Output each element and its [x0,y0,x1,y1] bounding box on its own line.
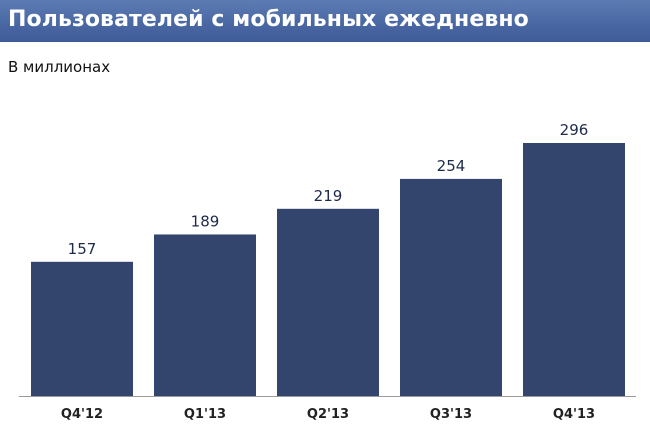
x-tick-label-3: Q2'13 [307,407,349,422]
bar-2 [154,234,256,396]
x-tick-label-2: Q1'13 [184,407,226,422]
title-bar: Пользователей с мобильных ежедневно [0,0,650,42]
chart-subtitle: В миллионах [8,58,111,76]
chart-title: Пользователей с мобильных ежедневно [8,7,529,32]
x-tick-label-4: Q3'13 [430,407,472,422]
data-label-2: 189 [191,212,220,230]
data-label-4: 254 [437,157,466,175]
data-label-1: 157 [68,240,97,258]
bar-3 [277,208,379,396]
bar-1 [31,261,133,396]
data-label-3: 219 [314,187,343,205]
data-labels-group: 157 189 219 254 296 [68,121,589,258]
x-tick-label-1: Q4'12 [61,407,103,422]
bar-5 [523,143,625,396]
bar-4 [400,178,502,396]
bars-group [31,143,625,396]
x-tick-label-5: Q4'13 [553,407,595,422]
data-label-5: 296 [560,121,589,139]
x-tick-labels-group: Q4'12 Q1'13 Q2'13 Q3'13 Q4'13 [61,407,595,422]
